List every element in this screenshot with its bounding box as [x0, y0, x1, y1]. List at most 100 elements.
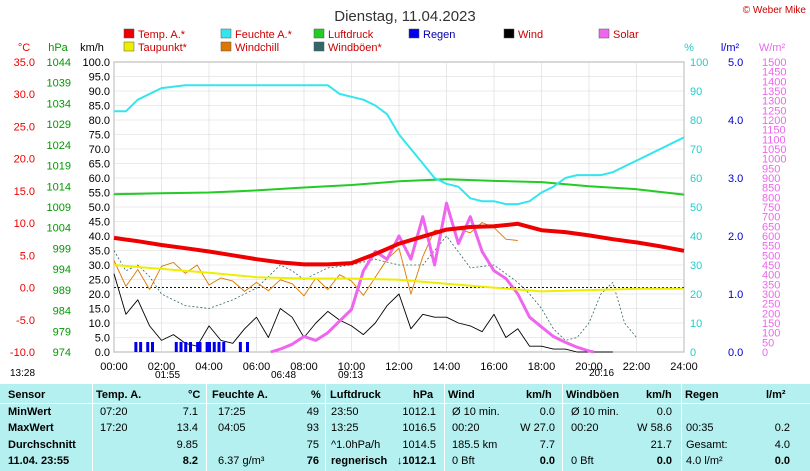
- stats-cell: 76: [306, 455, 319, 467]
- legend-label: Feuchte A.*: [235, 29, 293, 41]
- legend-label: Luftdruck: [328, 29, 374, 41]
- stats-cell: 11.04. 23:55: [8, 455, 70, 467]
- stats-cell: 00:35: [686, 422, 714, 434]
- tick-hpa: 1019: [47, 161, 71, 173]
- stats-cell: 21.7: [650, 439, 672, 451]
- stats-cell: MinWert: [8, 406, 52, 418]
- stats-cell: MaxWert: [8, 422, 54, 434]
- tick-hpa: 974: [53, 347, 71, 359]
- stats-cell: 17:25: [218, 406, 246, 418]
- tick-kmh: 45.0: [89, 217, 110, 229]
- tick-kmh: 80.0: [89, 115, 110, 127]
- stats-cell: 93: [306, 422, 319, 434]
- tick-hpa: 1004: [47, 223, 71, 235]
- stats-cell: 13.4: [176, 422, 198, 434]
- stats-cell: 75: [306, 439, 319, 451]
- tick-kmh: 100.0: [82, 57, 110, 69]
- tick-lm2: 0.0: [728, 347, 743, 359]
- tick-x: 10:00: [338, 361, 366, 373]
- tick-pct: 100: [690, 57, 708, 69]
- tick-x: 14:00: [433, 361, 461, 373]
- stats-col-sep: [325, 384, 326, 471]
- rain-bar: [189, 342, 192, 352]
- tick-wm2: 100: [762, 328, 780, 340]
- tick-hpa: 1009: [47, 202, 71, 214]
- stats-cell: 0 Bft: [452, 455, 475, 467]
- tick-kmh: 0.0: [95, 347, 110, 359]
- tick-kmh: 75.0: [89, 130, 110, 142]
- tick-x: 20:00: [575, 361, 603, 373]
- tick-temp: 35.0: [14, 57, 35, 69]
- tick-kmh: 15.0: [89, 304, 110, 316]
- tick-hpa: 994: [53, 264, 71, 276]
- rain-bar: [212, 342, 216, 352]
- tick-temp: 15.0: [14, 186, 35, 198]
- unit-kmh: km/h: [80, 42, 104, 54]
- tick-wm2: 500: [762, 250, 780, 262]
- unit-wm2: W/m²: [759, 42, 786, 54]
- tick-temp: 10.0: [14, 218, 35, 230]
- tick-kmh: 5.0: [95, 333, 110, 345]
- tick-wm2: 0: [762, 347, 768, 359]
- tick-hpa: 1044: [47, 57, 71, 69]
- stats-cell: 04:05: [218, 422, 246, 434]
- stats-header-sep: [0, 403, 810, 404]
- tick-wm2: 700: [762, 212, 780, 224]
- legend-swatch: [123, 41, 135, 52]
- stats-cell: 17:20: [100, 422, 128, 434]
- stats-cell: Ø 10 min.: [452, 406, 500, 418]
- tick-wm2: 1450: [762, 67, 786, 79]
- rain-bar: [208, 342, 211, 352]
- legend-label: Wind: [518, 29, 543, 41]
- tick-pct: 40: [690, 231, 702, 243]
- time-marker: 06:48: [271, 370, 296, 381]
- tick-x: 06:00: [243, 361, 271, 373]
- rain-bar: [174, 342, 178, 352]
- grid: [113, 61, 685, 353]
- stats-cell: 00:20: [571, 422, 599, 434]
- stats-cell: 0.0: [656, 455, 672, 467]
- tick-kmh: 70.0: [89, 144, 110, 156]
- tick-hpa: 1029: [47, 119, 71, 131]
- legend-label: Windböen*: [328, 42, 383, 54]
- tick-kmh: 25.0: [89, 275, 110, 287]
- rain-bar: [179, 342, 183, 352]
- stats-col-sep: [444, 384, 445, 471]
- rain-bar: [222, 342, 226, 352]
- chart-title: Dienstag, 11.04.2023: [334, 8, 476, 25]
- stats-cell: Durchschnitt: [8, 439, 76, 451]
- gust-line: [113, 235, 637, 341]
- tick-wm2: 150: [762, 318, 780, 330]
- pressure-line: [113, 178, 685, 196]
- unit-lm2: l/m²: [721, 42, 740, 54]
- tick-lm2: 5.0: [728, 57, 743, 69]
- stats-col-sep: [681, 384, 682, 471]
- stats-cell: 0.0: [539, 455, 555, 467]
- tick-hpa: 999: [53, 243, 71, 255]
- stats-cell: km/h: [526, 389, 552, 401]
- legend-swatch: [313, 41, 325, 52]
- tick-x: 12:00: [385, 361, 413, 373]
- stats-cell: Ø 10 min.: [571, 406, 619, 418]
- tick-pct: 50: [690, 202, 702, 214]
- stats-cell: 0.0: [539, 406, 555, 418]
- tick-wm2: 50: [762, 337, 774, 349]
- tick-wm2: 800: [762, 192, 780, 204]
- tick-x: 02:00: [148, 361, 176, 373]
- tick-temp: 30.0: [14, 89, 35, 101]
- tick-hpa: 984: [53, 306, 71, 318]
- tick-kmh: 40.0: [89, 231, 110, 243]
- tick-wm2: 1200: [762, 115, 786, 127]
- stats-col-sep: [206, 384, 207, 471]
- tick-kmh: 10.0: [89, 318, 110, 330]
- axes: 35.0 30.0 25.0 20.0 15.0 10.0 5.0 0.0 -5.0 -10.0 1…: [10, 57, 787, 373]
- stats-cell: 49: [306, 406, 319, 418]
- stats-col-sep: [562, 384, 563, 471]
- tick-kmh: 50.0: [89, 202, 110, 214]
- credit: © Weber Mike: [743, 5, 807, 16]
- stats-cell: hPa: [413, 389, 434, 401]
- time-marker: 01:55: [155, 370, 180, 381]
- tick-x: 08:00: [290, 361, 318, 373]
- time-markers: 13:28 01:55 06:48 09:13 20:16: [10, 368, 614, 381]
- legend-swatch: [220, 41, 232, 52]
